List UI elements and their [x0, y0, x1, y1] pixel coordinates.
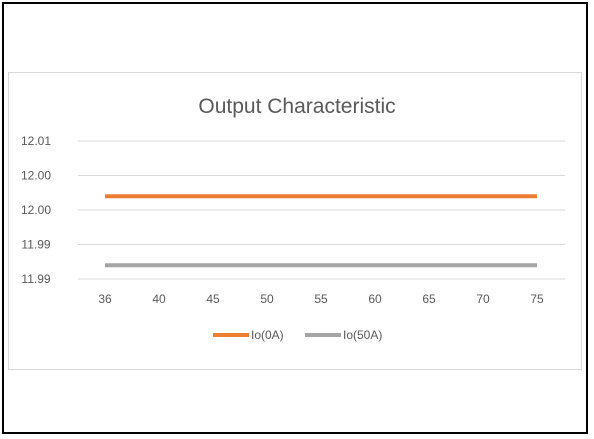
x-tick-label: 36 [98, 292, 112, 306]
legend: Io(0A) Io(50A) [213, 328, 382, 342]
y-tick-label: 11.99 [21, 238, 50, 252]
chart-frame [2, 2, 588, 434]
y-tick-label: 12.00 [21, 203, 51, 217]
legend-label: Io(50A) [343, 328, 382, 342]
x-tick-label: 50 [260, 292, 274, 306]
x-tick-label: 75 [530, 292, 544, 306]
x-tick-label: 60 [368, 292, 382, 306]
x-tick-label: 40 [152, 292, 166, 306]
x-tick-label: 70 [476, 292, 490, 306]
x-tick-label: 55 [314, 292, 328, 306]
y-tick-label: 12.01 [21, 134, 51, 148]
legend-label: Io(0A) [251, 328, 284, 342]
x-tick-label: 65 [422, 292, 436, 306]
y-tick-label: 12.00 [21, 169, 51, 183]
chart-title: Output Characteristic [198, 95, 395, 118]
chart-area [8, 72, 582, 370]
y-tick-label: 11.99 [21, 272, 50, 286]
x-tick-label: 45 [206, 292, 220, 306]
